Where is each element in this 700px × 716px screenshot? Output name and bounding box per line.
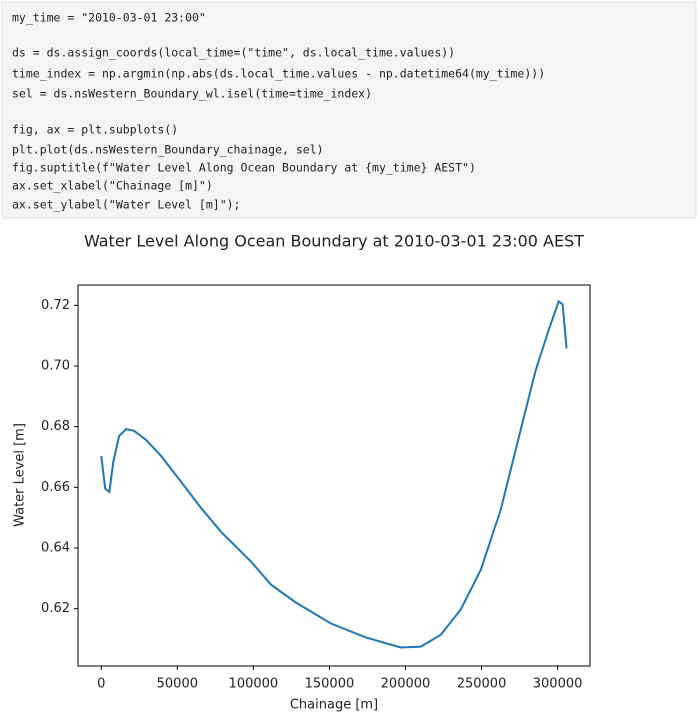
x-tick-label: 0 xyxy=(97,677,105,692)
y-tick-label: 0.72 xyxy=(41,298,70,313)
y-tick-label: 0.70 xyxy=(41,358,70,373)
code-line: fig.suptitle(f"Water Level Along Ocean B… xyxy=(12,161,476,175)
x-tick-label: 250000 xyxy=(457,677,507,692)
x-tick-label: 50000 xyxy=(157,677,198,692)
code-line: time_index = np.argmin(np.abs(ds.local_t… xyxy=(12,67,545,81)
plot-area xyxy=(77,284,591,667)
code-line: sel = ds.nsWestern_Boundary_wl.isel(time… xyxy=(12,87,372,101)
code-line: fig, ax = plt.subplots() xyxy=(12,123,178,137)
chart-title: Water Level Along Ocean Boundary at 2010… xyxy=(84,232,584,251)
x-tick-label: 300000 xyxy=(533,677,583,692)
code-line: ax.set_ylabel("Water Level [m]"); xyxy=(12,198,240,212)
code-line: ds = ds.assign_coords(local_time=("time"… xyxy=(12,46,455,60)
x-tick-label: 200000 xyxy=(381,677,431,692)
code-line: my_time = "2010-03-01 23:00" xyxy=(12,11,206,25)
x-tick-label: 100000 xyxy=(229,677,279,692)
code-cell xyxy=(1,1,697,219)
code-line: plt.plot(ds.nsWestern_Boundary_chainage,… xyxy=(12,143,324,157)
y-tick-label: 0.66 xyxy=(41,480,70,495)
x-tick-label: 150000 xyxy=(305,677,355,692)
y-tick-label: 0.68 xyxy=(41,419,70,434)
y-tick-label: 0.64 xyxy=(41,540,70,555)
data-line xyxy=(100,299,568,649)
code-line: ax.set_xlabel("Chainage [m]") xyxy=(12,179,213,193)
y-axis-label: Water Level [m] xyxy=(13,423,28,527)
y-tick-label: 0.62 xyxy=(41,601,70,616)
x-axis-label: Chainage [m] xyxy=(290,698,378,713)
